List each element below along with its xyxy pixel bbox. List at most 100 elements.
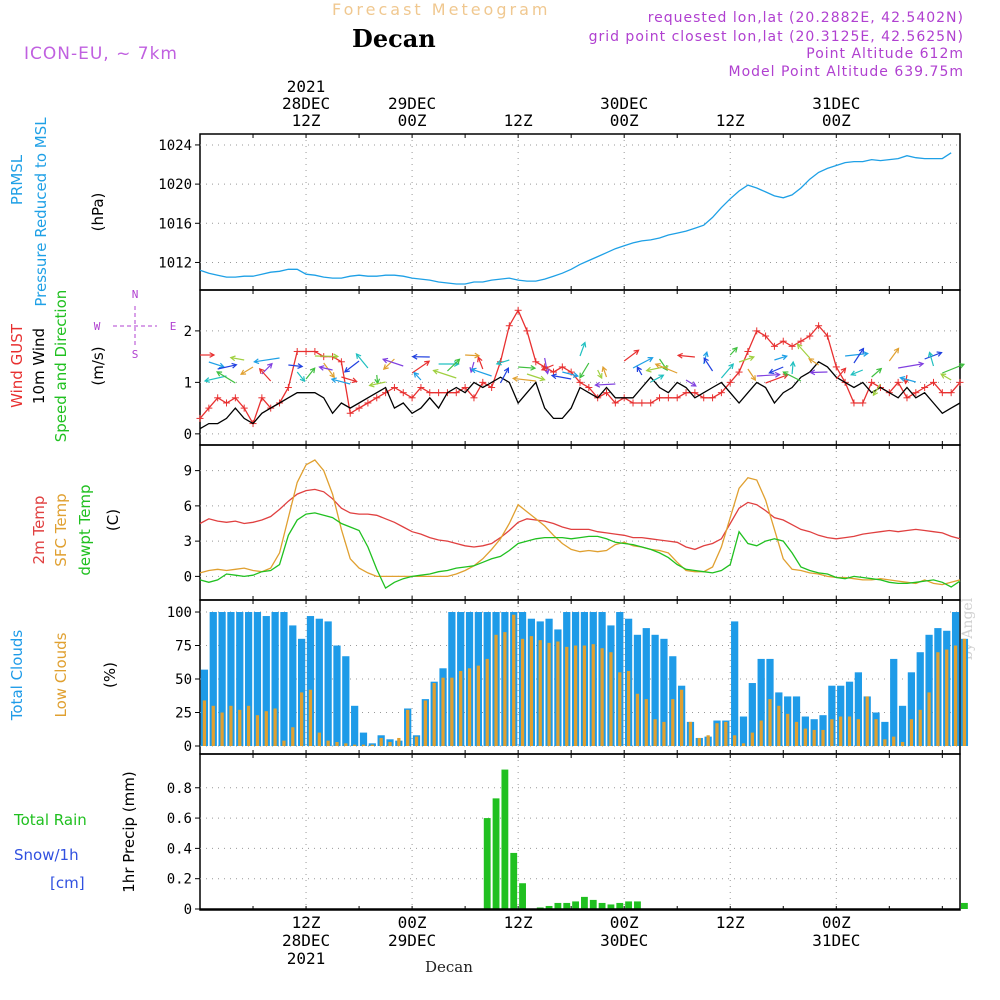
low-cloud-bar: [830, 719, 834, 746]
wind-arrow: [808, 358, 819, 366]
wind-arrow: [496, 359, 510, 365]
low-cloud-bar: [733, 735, 737, 746]
wind-arrow: [783, 371, 802, 382]
wind-arrow-head: [297, 363, 304, 369]
low-cloud-bar: [582, 645, 587, 746]
total-cloud-bar: [227, 612, 235, 746]
wind-arrow: [296, 371, 306, 382]
panel-3: 0 25 50 75 100: [167, 599, 969, 755]
series-line-wind-gust: [199, 308, 961, 426]
wind-arrow: [376, 374, 379, 384]
low-cloud-bar: [361, 744, 366, 746]
low-cloud-bar: [591, 644, 595, 746]
low-cloud-bar: [379, 737, 383, 746]
wind-arrow-head: [218, 362, 226, 369]
requested-coordinates: requested lon,lat (20.2882E, 42.5402N): [647, 10, 964, 26]
wind-arrow: [477, 357, 484, 370]
compass-east: E: [170, 320, 177, 333]
wind-arrow-head: [633, 349, 640, 356]
wind-arrow-head: [781, 354, 788, 361]
wind-arrows: [200, 341, 966, 397]
wind-arrow-head: [728, 363, 735, 370]
low-cloud-bar: [494, 634, 498, 746]
wind-arrow: [595, 383, 616, 386]
wind-arrow-head: [299, 376, 306, 383]
wind-arrow: [471, 368, 492, 377]
gust-label: Wind GUST: [8, 323, 26, 408]
low-cloud-bar: [759, 720, 763, 746]
low-cloud-bar: [653, 719, 657, 746]
total-cloud-bar: [881, 721, 889, 746]
wind-arrow-head: [355, 353, 362, 360]
series-line-10m-wind: [199, 360, 961, 430]
wind-arrow-head: [597, 373, 603, 380]
wind-arrow-head: [748, 355, 756, 362]
low-cloud-bar: [432, 683, 436, 746]
sfc-temp-label: SFC Temp: [52, 493, 70, 566]
wind-arrow: [685, 379, 697, 387]
wind-arrow: [499, 367, 509, 384]
wind-arrow: [465, 354, 480, 357]
total-cloud-bar: [253, 612, 262, 746]
low-cloud-bar: [538, 640, 542, 746]
low-cloud-bar: [706, 735, 710, 746]
low-cloud-bar: [715, 723, 719, 746]
low-cloud-bar: [556, 641, 560, 746]
time-label-top: 00Z: [610, 111, 639, 130]
low-cloud-bar: [282, 740, 286, 746]
wind-arrow-head: [858, 347, 865, 354]
series-line-dewpt-temp: [199, 512, 961, 590]
wind-arrow-head: [840, 367, 847, 374]
y-tick-label: 9: [184, 464, 192, 480]
wind-arrow-head: [862, 351, 869, 357]
wind-arrow-head: [503, 367, 510, 374]
wind-arrow: [541, 364, 554, 371]
wind-arrow-head: [903, 378, 910, 385]
series-line-2m-temp: [199, 488, 961, 551]
wind-arrow: [254, 357, 280, 363]
time-label-bottom: 12Z: [716, 913, 745, 932]
series-line-sfc-temp: [199, 459, 961, 586]
compass-legend: N S W E: [94, 288, 177, 361]
wind-arrow: [470, 361, 475, 373]
wind-arrow-head: [703, 357, 709, 364]
low-cloud-bar: [202, 700, 207, 746]
total-cloud-bar: [916, 652, 924, 746]
rain-bar: [607, 904, 615, 909]
low-cloud-bar: [936, 652, 940, 746]
low-cloud-bar: [573, 645, 578, 746]
wind-arrow: [623, 349, 639, 362]
wind-arrow: [747, 368, 756, 381]
wind-arrow: [738, 356, 755, 363]
wind-arrow-head: [540, 365, 548, 371]
wind-arrow-head: [654, 363, 661, 369]
wind-arrow-head: [209, 352, 216, 358]
time-label-bottom: 29DEC: [388, 931, 436, 950]
total-cloud-bar: [289, 625, 297, 746]
panel-frame: [199, 133, 961, 291]
wind-arrow-head: [636, 365, 642, 373]
low-cloud-bar: [839, 716, 843, 746]
wind-arrow-head: [893, 347, 900, 354]
rain-bar: [519, 883, 526, 909]
compass-north: N: [132, 288, 139, 301]
total-cloud-bar: [368, 743, 376, 746]
wind-arrow: [791, 361, 794, 375]
time-label-bottom: 00Z: [610, 913, 639, 932]
clouds-unit: (%): [101, 662, 119, 688]
rain-bar: [598, 902, 606, 909]
low-cloud-bar: [335, 741, 339, 746]
time-label-top: 2021: [287, 77, 326, 96]
low-cloud-bar: [671, 699, 675, 746]
wind-arrow: [204, 375, 227, 382]
total-cloud-bar: [660, 638, 668, 746]
time-label-top: 31DEC: [812, 94, 860, 113]
wind-arrow-head: [253, 358, 260, 365]
compass-south: S: [132, 348, 139, 361]
y-tick-label: 0.8: [167, 781, 192, 797]
footer-location: Decan: [425, 958, 473, 976]
wind-arrow: [774, 355, 787, 361]
total-cloud-bar: [837, 685, 845, 746]
total-cloud-bar: [633, 634, 642, 746]
low-cloud-bar: [688, 721, 693, 746]
